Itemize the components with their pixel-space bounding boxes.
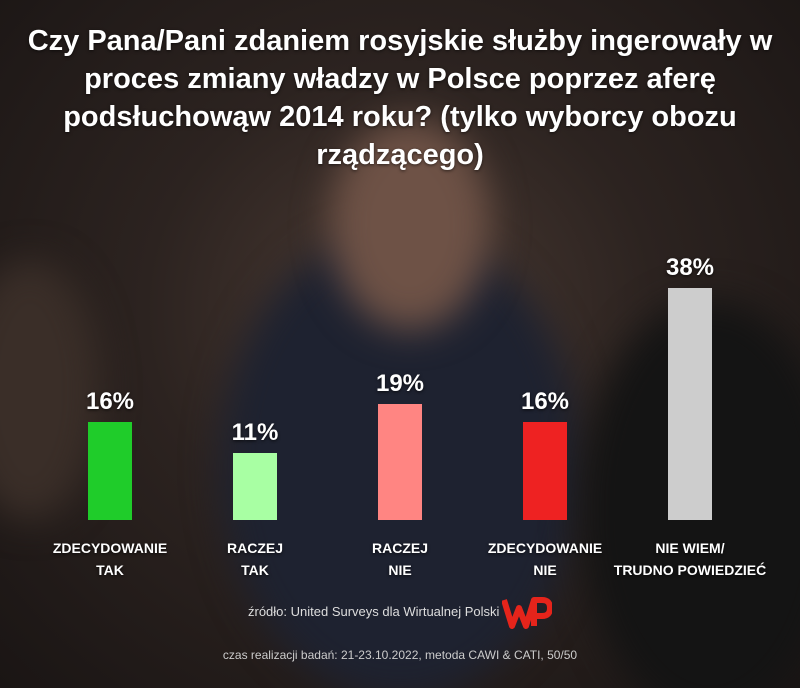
category-label: ZDECYDOWANIE TAK bbox=[52, 540, 168, 578]
logo-mark bbox=[502, 599, 537, 629]
source: źródło: United Surveys dla Wirtualnej Po… bbox=[248, 604, 500, 619]
category-label: RACZEJ NIE bbox=[371, 540, 428, 578]
background-face bbox=[330, 120, 490, 330]
data-label: 19% bbox=[375, 370, 425, 398]
bar bbox=[88, 422, 132, 520]
bar bbox=[523, 422, 567, 520]
bar bbox=[668, 288, 712, 520]
category-label: RACZEJ TAK bbox=[226, 540, 283, 578]
data-label: 38% bbox=[665, 254, 715, 282]
logo bbox=[502, 597, 552, 629]
data-label: 11% bbox=[231, 418, 279, 446]
bar bbox=[378, 404, 422, 520]
category-label: ZDECYDOWANIE NIE bbox=[487, 540, 603, 578]
logo-mark bbox=[531, 597, 552, 626]
data-label: 16% bbox=[85, 388, 135, 416]
chart-title: Czy Pana/Pani zdaniem rosyjskie służby i… bbox=[27, 25, 773, 171]
data-label: 16% bbox=[520, 388, 570, 416]
category-label: NIE WIEM/ TRUDNO POWIEDZIEĆ bbox=[613, 540, 767, 578]
fieldwork-note: czas realizacji badań: 21-23.10.2022, me… bbox=[222, 648, 578, 662]
bar bbox=[233, 452, 277, 520]
